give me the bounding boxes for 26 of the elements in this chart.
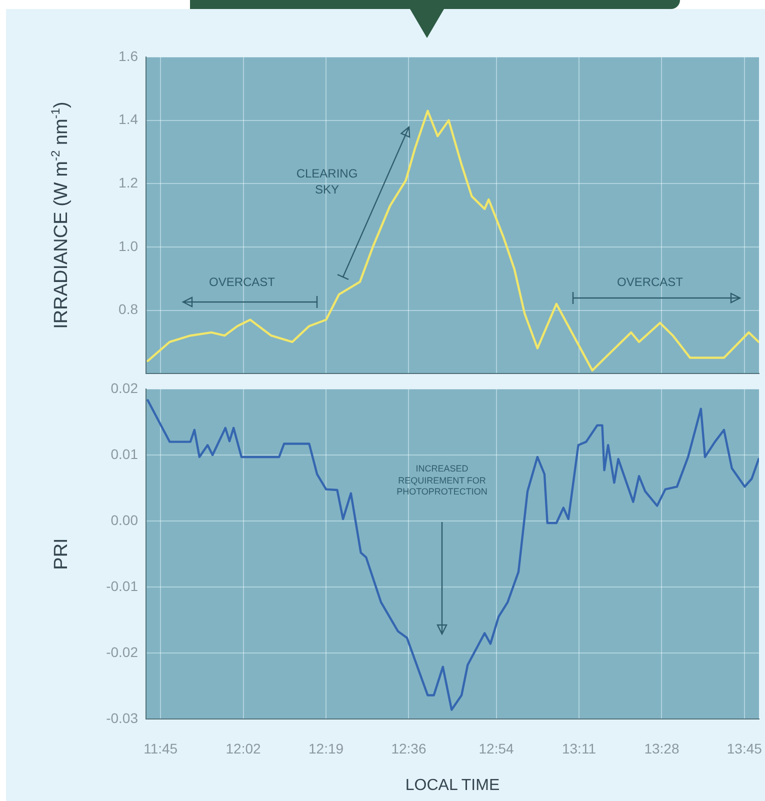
x-tick-label: 12:19 — [308, 740, 344, 756]
x-tick-label: 12:36 — [391, 740, 426, 756]
y-tick-label: -0.03 — [106, 710, 138, 726]
annotation: CLEARING SKY — [295, 166, 359, 198]
annotation: INCREASED REQUIREMENT FOR PHOTOPROTECTION — [396, 463, 488, 499]
y-axis-title: PRI — [51, 538, 72, 570]
y-tick-label: -0.02 — [106, 644, 138, 660]
y-tick-label: 1.4 — [118, 111, 138, 128]
y-tick-label: 1.6 — [118, 48, 138, 64]
y-tick-label: 1.0 — [118, 238, 138, 254]
y-tick-label: -0.01 — [106, 578, 138, 594]
y-tick-label: 0.00 — [110, 512, 138, 528]
x-tick-label: 11:45 — [144, 740, 178, 756]
x-tick-label: 12:54 — [478, 740, 514, 756]
y-axis-title: IRRADIANCE (W m-2 nm-1) — [48, 102, 72, 329]
annotation: OVERCAST — [616, 275, 684, 291]
x-tick-label: 13:45 — [726, 740, 762, 756]
y-tick-label: 0.02 — [110, 380, 138, 396]
x-axis-title: LOCAL TIME — [405, 776, 500, 794]
annotation: OVERCAST — [208, 275, 276, 291]
x-tick-label: 13:28 — [644, 740, 680, 756]
y-tick-label: 0.01 — [110, 446, 138, 462]
x-tick-label: 12:02 — [226, 740, 262, 756]
y-tick-label: 0.8 — [118, 301, 138, 318]
y-tick-label: 1.2 — [118, 174, 138, 190]
x-tick-label: 13:11 — [562, 740, 596, 756]
